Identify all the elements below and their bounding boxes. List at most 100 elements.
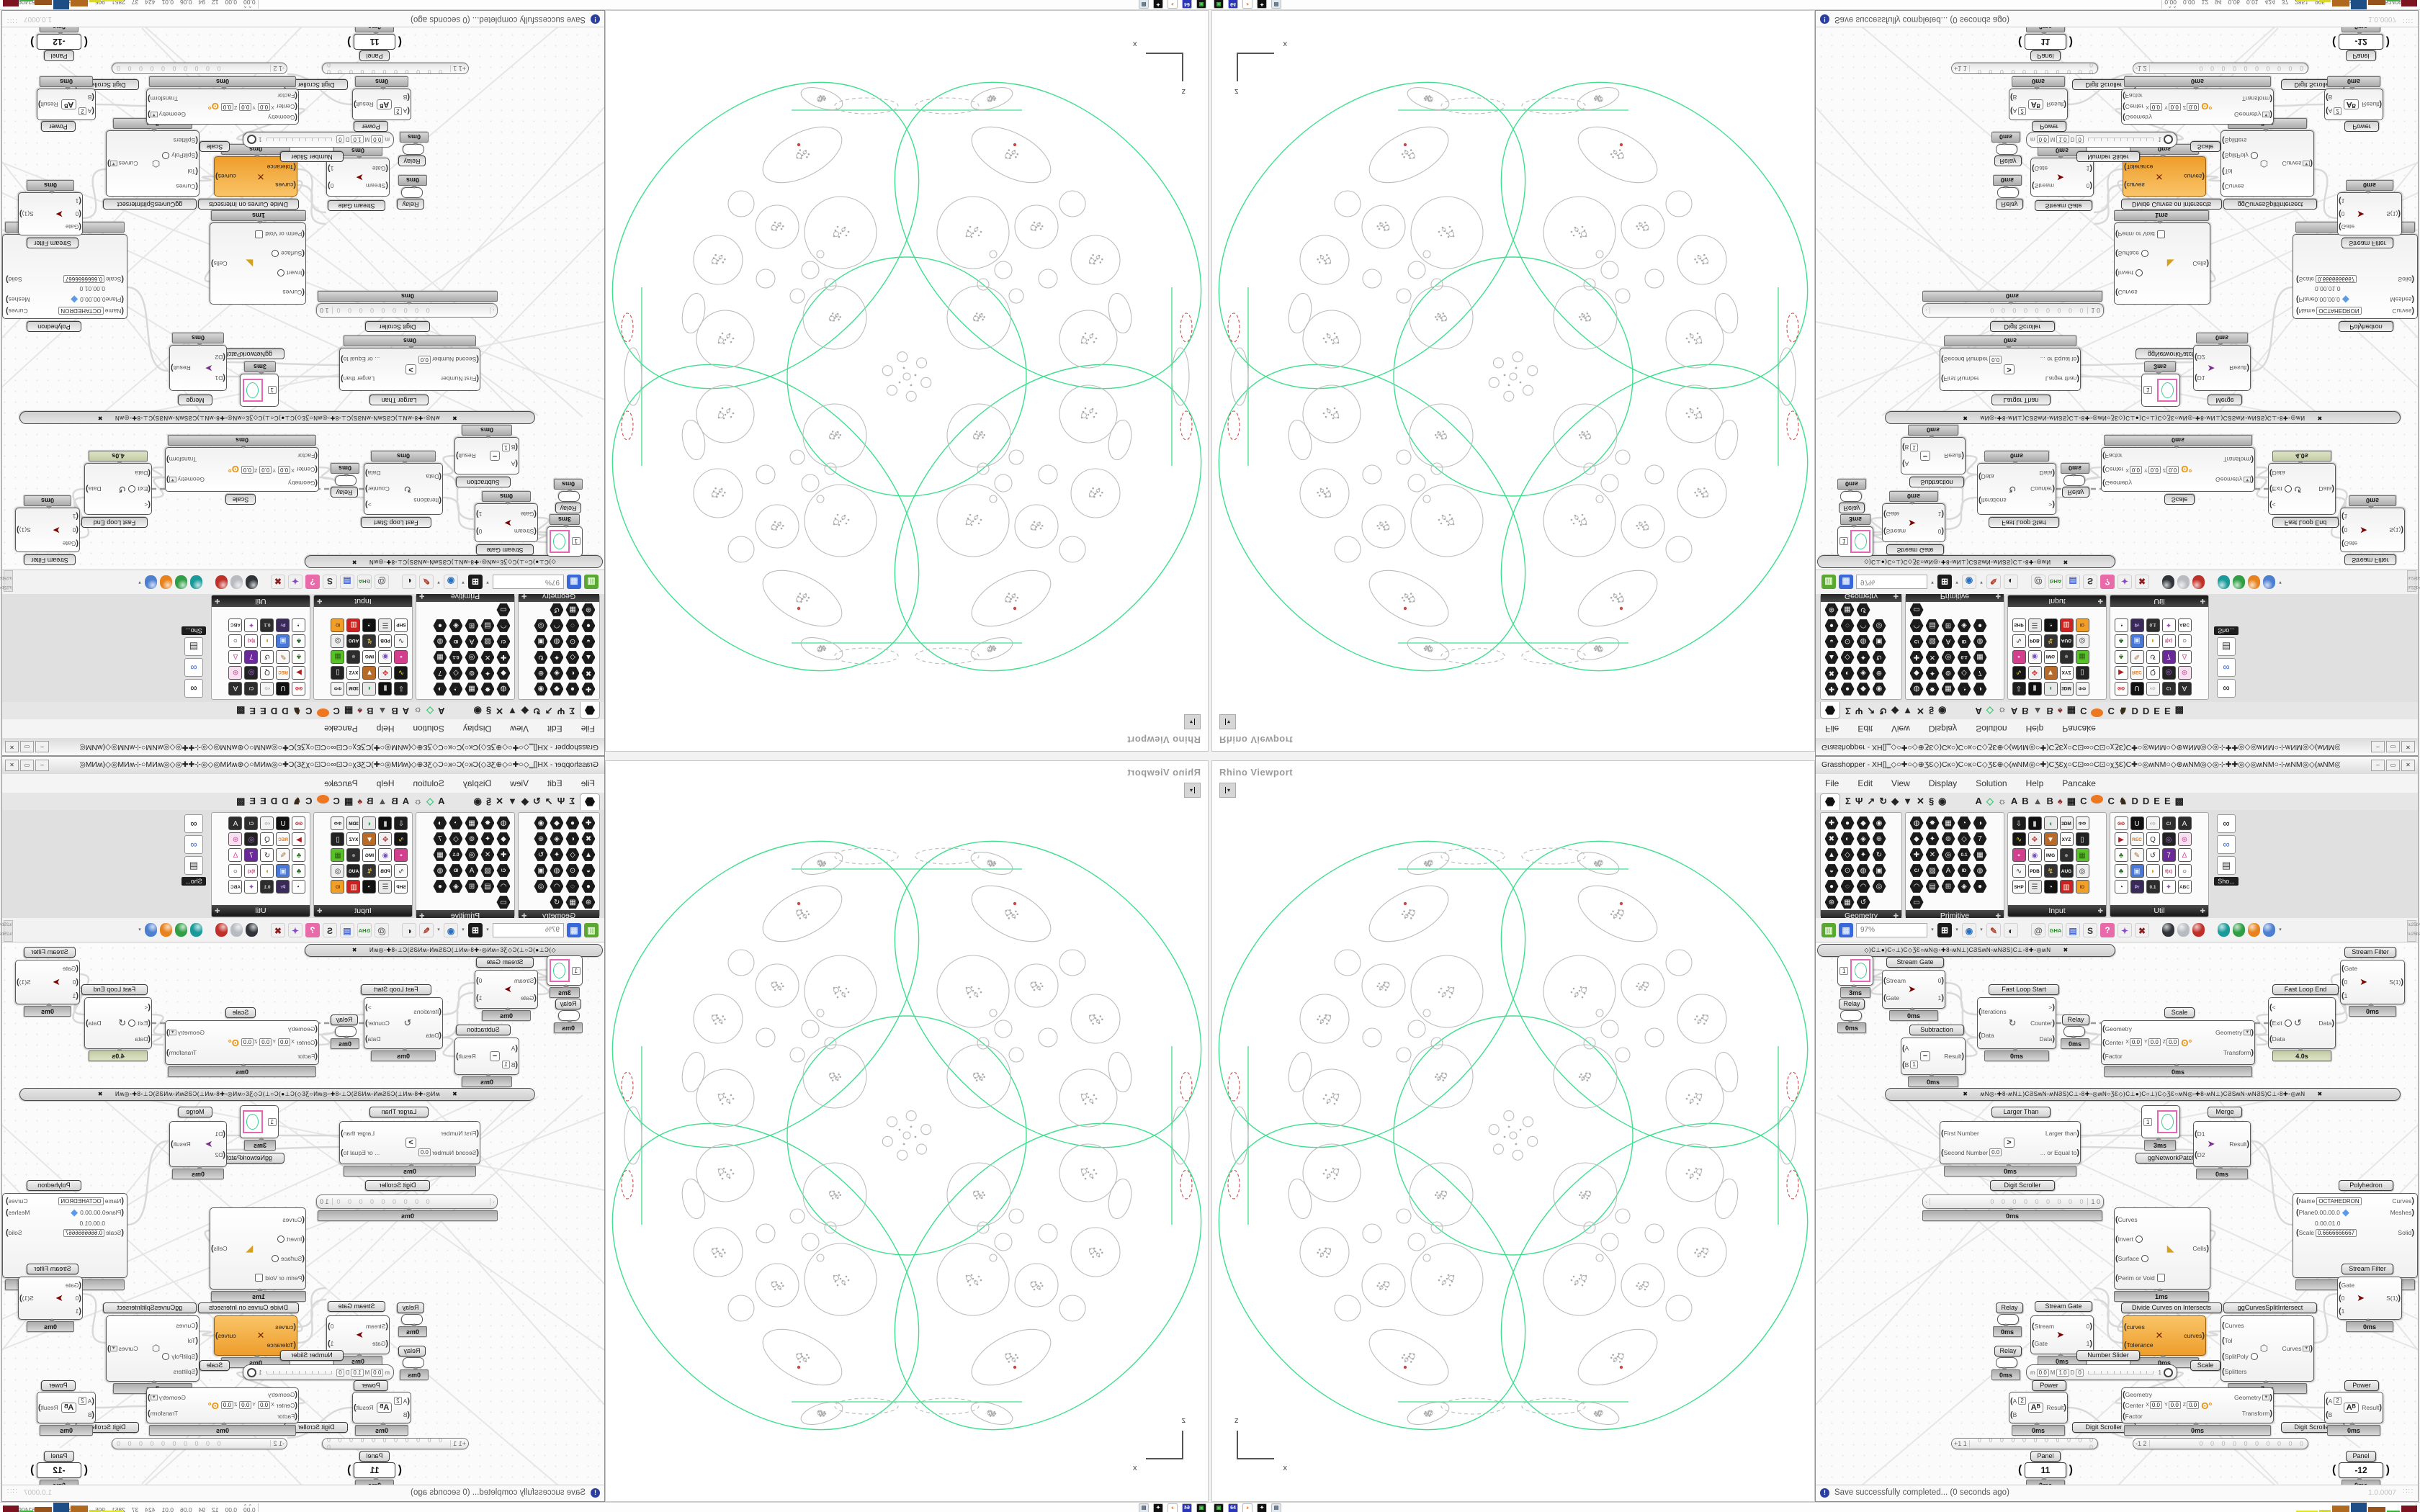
slider-handle[interactable] xyxy=(247,135,256,145)
input-grip[interactable]: ( xyxy=(293,181,296,190)
palette-icon[interactable]: ◎ xyxy=(1872,880,1886,893)
palette-icon[interactable]: ✸ xyxy=(1925,816,1940,829)
palette-icon[interactable]: ● xyxy=(434,619,447,633)
floppy-64-icon[interactable]: 64 xyxy=(1228,0,1238,9)
zoom-input[interactable]: 97% xyxy=(493,922,564,937)
tab-5[interactable]: ◆ xyxy=(521,706,529,716)
remote-button[interactable]: @ xyxy=(375,922,389,937)
menu-item-file[interactable]: File xyxy=(1825,778,1839,788)
palette-icon[interactable]: ♣ xyxy=(292,847,306,862)
palette-icon[interactable]: ◔ xyxy=(449,683,463,696)
input-grip[interactable]: ( xyxy=(79,210,81,218)
firefox-icon[interactable]: ◕ xyxy=(1168,1503,1178,1512)
coord-value-box[interactable]: 0.0 xyxy=(220,1401,233,1410)
value-box[interactable]: OCTAHEDRON xyxy=(58,307,104,315)
palette-icon[interactable]: ◠ xyxy=(1909,880,1924,893)
output-grip[interactable]: ) xyxy=(2089,164,2092,173)
jelly-dark-icon[interactable] xyxy=(246,923,258,937)
palette-icon[interactable]: 7 xyxy=(244,847,259,862)
palette-icon[interactable]: ∿ xyxy=(394,832,408,846)
output-grip[interactable]: ) xyxy=(2411,295,2414,304)
blob-teal-icon[interactable] xyxy=(2218,923,2230,937)
palette-icon[interactable]: ↺ xyxy=(1856,896,1870,909)
palette-icon[interactable]: ◍ xyxy=(550,635,564,649)
input-value-box[interactable]: 1 xyxy=(1839,537,1849,546)
palette-icon[interactable]: ⇨ xyxy=(260,682,274,696)
input-value-box[interactable]: 1 xyxy=(267,386,277,395)
gg-ellipse-node-2[interactable]: 1 xyxy=(2141,374,2180,407)
palette-icon[interactable]: ◒ xyxy=(582,864,596,878)
palette-icon[interactable]: 0.1 xyxy=(449,651,463,665)
panel-11[interactable]: 11() xyxy=(2018,1462,2073,1478)
input-grip[interactable]: ( xyxy=(515,1060,518,1069)
output-grip[interactable]: ) xyxy=(2398,210,2401,218)
palette-icon[interactable]: ▥ xyxy=(346,618,361,633)
number-slider[interactable]: m 0.0 M 1.0 D 0 1 xyxy=(2026,132,2177,148)
palette-icon[interactable]: ▲ xyxy=(582,651,596,665)
palette-icon[interactable]: ▼ xyxy=(362,832,377,846)
output-menu-icon[interactable]: ▼ xyxy=(109,161,117,166)
menu-item-solution[interactable]: Solution xyxy=(1976,778,2007,788)
input-grip[interactable]: ( xyxy=(315,1051,318,1061)
input-value-box[interactable]: 1 xyxy=(1839,966,1849,975)
palette-icon[interactable]: ↺ xyxy=(2146,650,2160,665)
tab-4[interactable]: ↻ xyxy=(532,796,541,806)
palette-icon[interactable]: ◍ xyxy=(1909,816,1924,829)
palette-icon[interactable]: Q xyxy=(260,832,274,846)
toggle-checkbox[interactable] xyxy=(2156,1274,2165,1282)
palette-icon[interactable]: ◔ xyxy=(1957,816,1971,829)
palette-icon[interactable]: ● xyxy=(566,683,580,696)
palette-icon[interactable]: ⊚ xyxy=(1941,832,1955,845)
slider-param-value[interactable]: 0.0 xyxy=(371,135,384,144)
palette-icon[interactable]: ⊕ xyxy=(534,832,548,846)
minimize-button[interactable]: – xyxy=(2371,760,2385,771)
panel-minus-12[interactable]: -12() xyxy=(2332,1462,2390,1478)
palette-icon[interactable]: ✦ xyxy=(1926,667,1940,680)
tab-1[interactable]: Σ xyxy=(569,706,575,716)
palette-icon[interactable]: A xyxy=(465,864,479,878)
dropdown-arrow-icon[interactable]: ▾ xyxy=(1955,580,1958,585)
output-grip[interactable]: ) xyxy=(2310,1344,2313,1353)
input-grip[interactable]: ( xyxy=(79,197,81,205)
palette-icon[interactable]: ∿ xyxy=(394,666,408,680)
tab-14[interactable]: A xyxy=(402,796,410,806)
coord-value-box[interactable]: 0.0 xyxy=(2187,102,2200,111)
palette-icon[interactable]: ◔ xyxy=(1958,683,1971,696)
output-grip[interactable]: ) xyxy=(2052,1035,2055,1043)
app-icon-green[interactable]: ▣ xyxy=(1214,1503,1224,1512)
tab-ellipse-icon[interactable] xyxy=(2091,708,2104,718)
input-grip[interactable]: ( xyxy=(407,107,410,116)
tab-6[interactable]: ▼ xyxy=(507,706,517,716)
palette-icon[interactable]: 7 xyxy=(2161,847,2176,862)
output-grip[interactable]: ) xyxy=(107,159,110,168)
menu-item-display[interactable]: Display xyxy=(1928,724,1958,734)
palette-icon[interactable]: ◔ xyxy=(362,879,377,894)
palette-icon[interactable]: U xyxy=(276,816,290,830)
palette-icon[interactable]: ▤ xyxy=(481,880,495,894)
palette-icon[interactable]: ◖ xyxy=(2043,816,2058,830)
remote-button[interactable]: @ xyxy=(375,575,389,590)
floppy-64-icon[interactable]: 64 xyxy=(1182,1503,1192,1512)
palette-icon[interactable]: C/ xyxy=(1910,635,1924,649)
input-grip[interactable]: ( xyxy=(385,1322,388,1331)
input-grip[interactable]: ( xyxy=(2341,977,2344,986)
jelly-red-icon[interactable] xyxy=(2192,575,2205,589)
palette-icon[interactable]: ◍ xyxy=(1910,683,1924,696)
firefox-icon[interactable]: ◕ xyxy=(1242,1503,1252,1512)
viewport-menu-button[interactable]: ▾ xyxy=(1219,783,1236,798)
gh-canvas[interactable]: ◇)C⊥●)C○⊥)C◇ƷƐ○ʍN◎◦✚8◦ʍN⊥)CϨSʍN◦ʍNϨS)C⊥◦… xyxy=(1816,25,2418,570)
palette-icon[interactable]: ⇨ xyxy=(2146,816,2160,830)
palette-icon[interactable]: ▶ xyxy=(292,832,306,846)
menu-item-solution[interactable]: Solution xyxy=(1976,724,2007,734)
gha-button[interactable]: GHA xyxy=(357,922,372,937)
plane-value-box[interactable]: 0.0 xyxy=(2314,1209,2323,1216)
palette-icon[interactable]: SHP xyxy=(394,879,408,894)
palette-icon[interactable]: ↺ xyxy=(1857,603,1870,617)
palette-icon[interactable]: ▤ xyxy=(1926,619,1940,633)
palette-icon[interactable]: A xyxy=(1941,864,1955,877)
number-slider[interactable]: m 0.0 M 1.0 D 0 1 xyxy=(243,1364,394,1380)
palette-icon[interactable]: ☰ xyxy=(2027,879,2042,894)
plane-value-box[interactable]: 1.0 xyxy=(2331,285,2341,292)
